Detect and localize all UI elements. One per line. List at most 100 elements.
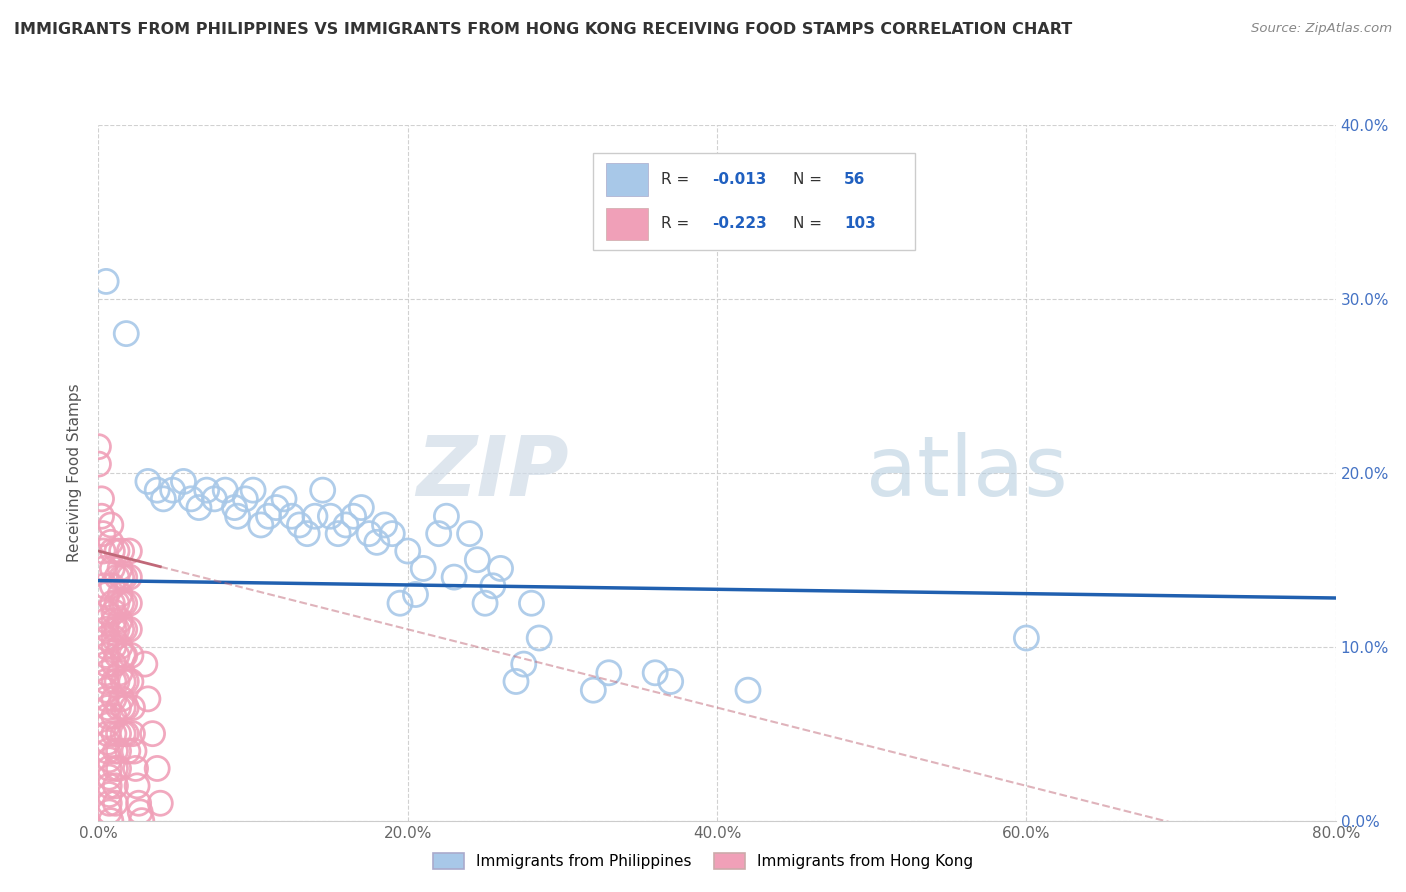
Point: [505, 674, 527, 689]
Point: [659, 674, 682, 689]
Point: [103, 640, 125, 654]
Point: [98, 805, 121, 819]
Point: [98, 753, 121, 767]
Point: [100, 517, 122, 532]
Point: [103, 674, 125, 689]
Point: [101, 596, 124, 610]
Point: [598, 665, 620, 680]
Point: [96, 631, 118, 645]
Point: [103, 709, 125, 723]
Y-axis label: Receiving Food Stamps: Receiving Food Stamps: [67, 384, 83, 562]
Point: [427, 526, 450, 541]
Point: [108, 614, 131, 628]
Point: [93, 579, 115, 593]
Point: [737, 683, 759, 698]
Point: [120, 648, 142, 663]
Point: [115, 326, 138, 341]
Point: [128, 796, 150, 810]
Point: [1015, 631, 1038, 645]
Point: [101, 579, 124, 593]
Point: [103, 605, 125, 619]
Point: [350, 500, 373, 515]
Point: [96, 657, 118, 671]
FancyBboxPatch shape: [593, 153, 915, 250]
Point: [96, 614, 118, 628]
Point: [104, 779, 127, 793]
Text: 103: 103: [844, 217, 876, 231]
FancyBboxPatch shape: [606, 163, 648, 195]
Point: [105, 544, 128, 558]
Point: [97, 726, 120, 740]
Point: [214, 483, 236, 497]
Point: [297, 526, 319, 541]
Point: [136, 475, 159, 489]
Point: [97, 709, 120, 723]
Point: [366, 535, 388, 549]
Point: [117, 744, 139, 758]
Text: Source: ZipAtlas.com: Source: ZipAtlas.com: [1251, 22, 1392, 36]
Text: -0.013: -0.013: [713, 172, 766, 187]
Point: [105, 623, 128, 637]
Point: [112, 674, 135, 689]
Point: [173, 475, 195, 489]
Text: ZIP: ZIP: [416, 433, 568, 513]
Point: [114, 596, 136, 610]
Point: [98, 788, 121, 802]
Point: [105, 596, 128, 610]
Point: [107, 700, 129, 714]
Point: [136, 692, 159, 706]
Point: [93, 561, 115, 575]
Point: [96, 648, 118, 663]
Point: [111, 544, 134, 558]
Point: [112, 700, 135, 714]
Point: [458, 526, 481, 541]
Point: [281, 509, 304, 524]
Text: atlas: atlas: [866, 433, 1067, 513]
Point: [96, 623, 118, 637]
Point: [115, 674, 138, 689]
Point: [204, 491, 226, 506]
Point: [357, 526, 380, 541]
Point: [100, 814, 122, 828]
Point: [235, 491, 257, 506]
Point: [103, 623, 125, 637]
Point: [98, 779, 121, 793]
Point: [114, 570, 136, 584]
Point: [142, 726, 165, 740]
Point: [97, 735, 120, 749]
Point: [443, 570, 465, 584]
Point: [96, 587, 118, 601]
Point: [98, 761, 121, 775]
Point: [131, 814, 153, 828]
Point: [129, 805, 152, 819]
Point: [111, 692, 134, 706]
Point: [96, 683, 118, 698]
Point: [87, 457, 110, 471]
Point: [180, 491, 202, 506]
Point: [96, 605, 118, 619]
Point: [121, 726, 143, 740]
Point: [188, 500, 211, 515]
Point: [124, 761, 146, 775]
FancyBboxPatch shape: [606, 208, 648, 240]
Point: [104, 796, 127, 810]
Point: [96, 665, 118, 680]
Point: [529, 631, 551, 645]
Point: [112, 726, 135, 740]
Point: [91, 544, 114, 558]
Point: [250, 517, 273, 532]
Point: [105, 570, 128, 584]
Point: [412, 561, 434, 575]
Point: [242, 483, 264, 497]
Point: [582, 683, 605, 698]
Point: [288, 517, 311, 532]
Point: [134, 657, 156, 671]
Point: [114, 648, 136, 663]
Point: [108, 640, 131, 654]
Point: [312, 483, 335, 497]
Legend: Immigrants from Philippines, Immigrants from Hong Kong: Immigrants from Philippines, Immigrants …: [427, 847, 979, 875]
Point: [474, 596, 496, 610]
Point: [107, 726, 129, 740]
Point: [118, 623, 141, 637]
Point: [343, 509, 366, 524]
